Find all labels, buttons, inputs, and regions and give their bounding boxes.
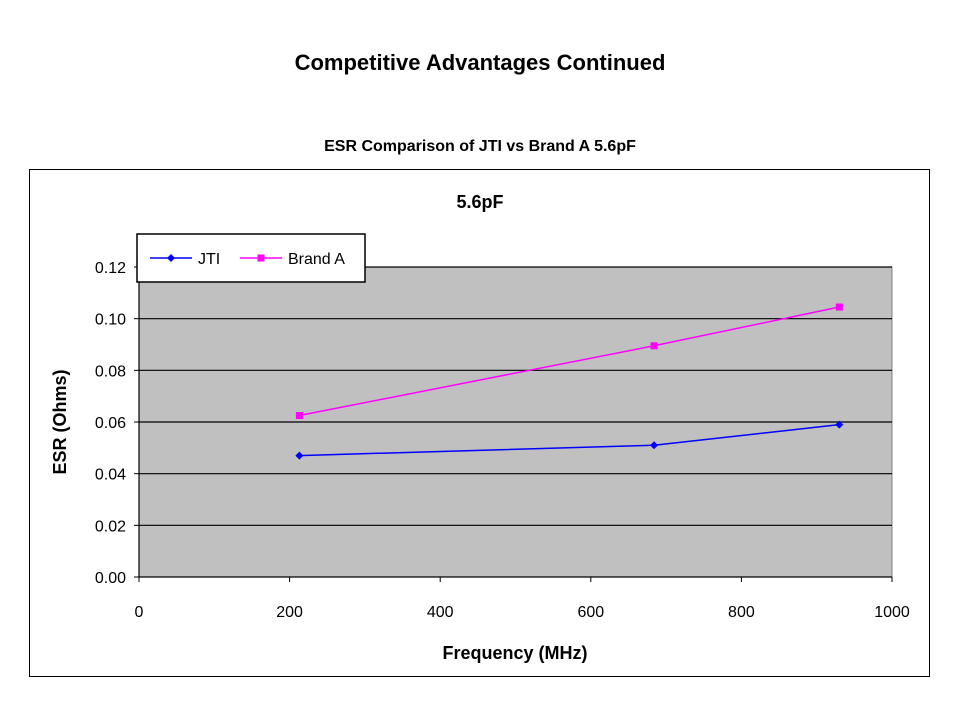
- legend-item-jti: JTI: [150, 251, 220, 268]
- axes: [138, 267, 892, 578]
- x-tick-label: 1000: [874, 604, 910, 621]
- y-tick-label: 0.12: [95, 260, 126, 277]
- data-point-brand-a: [650, 342, 658, 350]
- y-tick-label: 0.06: [95, 415, 126, 432]
- y-tick-label: 0.00: [95, 570, 126, 587]
- y-tick-label: 0.08: [95, 363, 126, 380]
- series-points: [295, 303, 844, 460]
- legend-label-brand-a: Brand A: [288, 251, 345, 268]
- y-tick-label: 0.02: [95, 518, 126, 535]
- legend-item-brand-a: Brand A: [240, 251, 345, 268]
- data-point-brand-a: [835, 303, 843, 311]
- slide-title: Competitive Advantages Continued: [294, 50, 666, 75]
- x-tick-label: 800: [728, 604, 755, 621]
- data-point-jti: [295, 451, 304, 460]
- x-tick-label: 400: [427, 604, 454, 621]
- data-point-jti: [835, 420, 844, 429]
- y-tick-labels: 0.00 0.02 0.04 0.06 0.08 0.10 0.12: [95, 260, 126, 587]
- legend-label-jti: JTI: [198, 251, 220, 268]
- data-point-jti: [650, 441, 659, 450]
- y-tick-label: 0.04: [95, 467, 126, 484]
- x-axis-label: Frequency (MHz): [442, 643, 587, 663]
- x-tick-label: 600: [577, 604, 604, 621]
- y-tick-label: 0.10: [95, 312, 126, 329]
- x-tick-label: 0: [135, 604, 144, 621]
- x-tick-labels: 0 200 400 600 800 1000: [135, 604, 910, 621]
- square-marker-icon: [257, 254, 265, 262]
- y-axis-label: ESR (Ohms): [50, 369, 70, 474]
- chart-title: 5.6pF: [456, 192, 503, 212]
- data-point-brand-a: [295, 412, 303, 420]
- x-tick-label: 200: [276, 604, 303, 621]
- diamond-marker-icon: [167, 254, 175, 262]
- chart-caption: ESR Comparison of JTI vs Brand A 5.6pF: [324, 138, 636, 155]
- legend: JTI Brand A: [136, 233, 366, 283]
